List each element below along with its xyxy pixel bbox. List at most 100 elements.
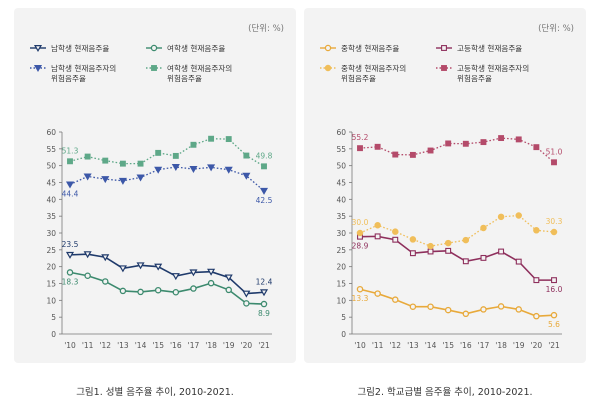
data-point bbox=[154, 286, 162, 294]
data-label: 51.0 bbox=[546, 147, 563, 156]
data-point bbox=[84, 272, 91, 280]
y-tick-label: 35 bbox=[46, 212, 56, 221]
data-label: 44.4 bbox=[62, 190, 79, 199]
x-tick-label: '19 bbox=[223, 341, 235, 350]
data-point bbox=[259, 289, 269, 297]
y-tick-label: 15 bbox=[46, 280, 56, 289]
data-point bbox=[374, 222, 381, 229]
data-point bbox=[243, 300, 250, 307]
data-point bbox=[119, 287, 127, 295]
data-point bbox=[550, 311, 558, 319]
data-point bbox=[225, 286, 232, 294]
data-label: 49.8 bbox=[256, 151, 273, 160]
legend-marker bbox=[33, 44, 43, 53]
legend-marker bbox=[151, 65, 157, 71]
data-point bbox=[224, 274, 233, 282]
data-point bbox=[118, 265, 127, 273]
data-point bbox=[462, 258, 469, 265]
x-tick-label: '10 bbox=[64, 341, 76, 350]
series-line bbox=[359, 235, 554, 281]
data-point bbox=[515, 306, 522, 313]
series-line bbox=[359, 214, 555, 247]
data-point bbox=[119, 160, 126, 167]
x-tick-label: '21 bbox=[258, 341, 270, 350]
data-point bbox=[243, 152, 250, 159]
y-tick-label: 15 bbox=[336, 280, 346, 289]
data-label: 23.5 bbox=[62, 240, 79, 249]
data-point bbox=[462, 310, 470, 318]
data-point bbox=[533, 144, 540, 151]
legend-marker bbox=[441, 65, 447, 71]
data-label: 18.3 bbox=[62, 277, 79, 286]
data-point bbox=[356, 229, 364, 237]
data-point bbox=[208, 135, 215, 142]
y-tick-label: 55 bbox=[336, 145, 346, 154]
data-point bbox=[137, 288, 144, 296]
y-tick-label: 30 bbox=[336, 229, 346, 238]
y-tick-label: 0 bbox=[51, 330, 56, 339]
data-point bbox=[480, 224, 487, 232]
data-point bbox=[84, 153, 91, 160]
legend-label: 고등학생 현재음주자의 위험음주율 bbox=[457, 63, 529, 83]
data-point bbox=[190, 141, 197, 148]
data-point bbox=[551, 277, 557, 284]
data-label: 13.3 bbox=[352, 294, 369, 303]
data-point bbox=[445, 247, 452, 254]
x-tick-label: '14 bbox=[135, 341, 147, 350]
data-point bbox=[65, 181, 75, 189]
y-tick-label: 25 bbox=[46, 246, 56, 255]
data-label: 5.6 bbox=[548, 320, 560, 329]
data-label: 16.0 bbox=[546, 285, 563, 294]
legend-marker bbox=[324, 64, 332, 72]
y-tick-label: 0 bbox=[341, 330, 346, 339]
data-point bbox=[102, 157, 109, 164]
x-tick-label: '18 bbox=[495, 341, 507, 350]
data-point bbox=[497, 303, 505, 310]
legend-marker bbox=[150, 44, 158, 52]
data-point bbox=[224, 166, 233, 174]
data-point bbox=[551, 159, 557, 166]
data-point bbox=[533, 312, 540, 320]
data-point bbox=[427, 147, 434, 154]
legend-marker bbox=[441, 45, 447, 51]
data-point bbox=[462, 140, 469, 147]
data-point bbox=[444, 306, 452, 314]
legend-marker bbox=[324, 44, 332, 52]
data-point bbox=[550, 228, 558, 236]
y-tick-label: 30 bbox=[46, 229, 56, 238]
data-point bbox=[189, 166, 198, 174]
data-label: 28.9 bbox=[352, 242, 369, 251]
data-point bbox=[357, 145, 363, 152]
data-point bbox=[101, 176, 110, 184]
data-point bbox=[392, 228, 399, 235]
data-point bbox=[409, 250, 416, 257]
series-line bbox=[359, 288, 555, 317]
y-tick-label: 45 bbox=[46, 179, 56, 188]
x-tick-label: '12 bbox=[389, 341, 401, 350]
y-tick-label: 50 bbox=[46, 162, 56, 171]
data-point bbox=[118, 177, 127, 185]
data-label: 30.3 bbox=[546, 217, 563, 226]
data-point bbox=[189, 269, 198, 277]
data-point bbox=[515, 212, 522, 219]
x-tick-label: '14 bbox=[425, 341, 437, 350]
legend-label: 남학생 현재음주자의 위험음주율 bbox=[51, 63, 116, 83]
unit-label: (단위: %) bbox=[248, 23, 284, 34]
x-tick-label: '15 bbox=[152, 341, 164, 350]
y-tick-label: 5 bbox=[341, 313, 346, 322]
data-point bbox=[207, 268, 216, 276]
data-point bbox=[155, 149, 162, 156]
data-point bbox=[515, 258, 522, 265]
y-tick-label: 45 bbox=[336, 179, 346, 188]
data-point bbox=[427, 242, 434, 250]
x-tick-label: '18 bbox=[205, 341, 217, 350]
data-point bbox=[136, 262, 145, 270]
y-tick-label: 20 bbox=[46, 263, 56, 272]
data-point bbox=[392, 296, 399, 303]
data-point bbox=[171, 164, 180, 172]
data-point bbox=[154, 166, 163, 174]
y-tick-label: 40 bbox=[336, 195, 346, 204]
data-point bbox=[409, 151, 416, 158]
data-point bbox=[480, 254, 487, 261]
x-tick-label: '13 bbox=[407, 341, 419, 350]
